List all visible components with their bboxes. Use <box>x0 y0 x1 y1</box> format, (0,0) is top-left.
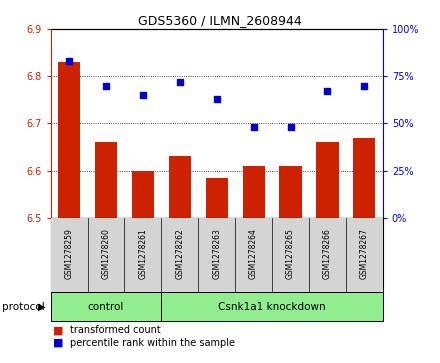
Text: GSM1278261: GSM1278261 <box>138 228 147 279</box>
Bar <box>309 218 346 292</box>
Bar <box>272 218 309 292</box>
Bar <box>88 218 125 292</box>
Point <box>103 83 110 89</box>
Bar <box>198 218 235 292</box>
Text: ■: ■ <box>53 338 63 348</box>
Bar <box>353 138 375 218</box>
Text: GSM1278264: GSM1278264 <box>249 228 258 279</box>
Bar <box>161 292 383 321</box>
Bar <box>161 218 198 292</box>
Point <box>287 124 294 130</box>
Bar <box>346 218 383 292</box>
Text: GSM1278262: GSM1278262 <box>175 228 184 279</box>
Point <box>66 58 73 64</box>
Text: ■: ■ <box>53 325 63 335</box>
Point <box>250 124 257 130</box>
Bar <box>205 178 228 218</box>
Point <box>324 89 331 94</box>
Point <box>139 92 147 98</box>
Bar <box>235 218 272 292</box>
Text: Csnk1a1 knockdown: Csnk1a1 knockdown <box>218 302 326 312</box>
Point <box>213 96 220 102</box>
Text: GSM1278259: GSM1278259 <box>65 228 73 279</box>
Bar <box>242 166 265 218</box>
Text: ▶: ▶ <box>38 302 46 312</box>
Text: GSM1278260: GSM1278260 <box>102 228 110 279</box>
Bar <box>51 218 88 292</box>
Text: control: control <box>88 302 124 312</box>
Bar <box>316 142 338 218</box>
Text: GSM1278267: GSM1278267 <box>360 228 369 279</box>
Bar <box>125 218 161 292</box>
Bar <box>169 156 191 218</box>
Point <box>361 83 368 89</box>
Bar <box>51 292 161 321</box>
Text: transformed count: transformed count <box>70 325 161 335</box>
Text: protocol: protocol <box>2 302 45 312</box>
Point <box>176 79 183 85</box>
Bar <box>132 171 154 218</box>
Bar <box>95 142 117 218</box>
Bar <box>279 166 301 218</box>
Text: GSM1278263: GSM1278263 <box>212 228 221 279</box>
Text: GSM1278266: GSM1278266 <box>323 228 332 279</box>
Text: GSM1278265: GSM1278265 <box>286 228 295 279</box>
Text: percentile rank within the sample: percentile rank within the sample <box>70 338 235 348</box>
Bar <box>58 62 80 218</box>
Text: GDS5360 / ILMN_2608944: GDS5360 / ILMN_2608944 <box>138 15 302 28</box>
